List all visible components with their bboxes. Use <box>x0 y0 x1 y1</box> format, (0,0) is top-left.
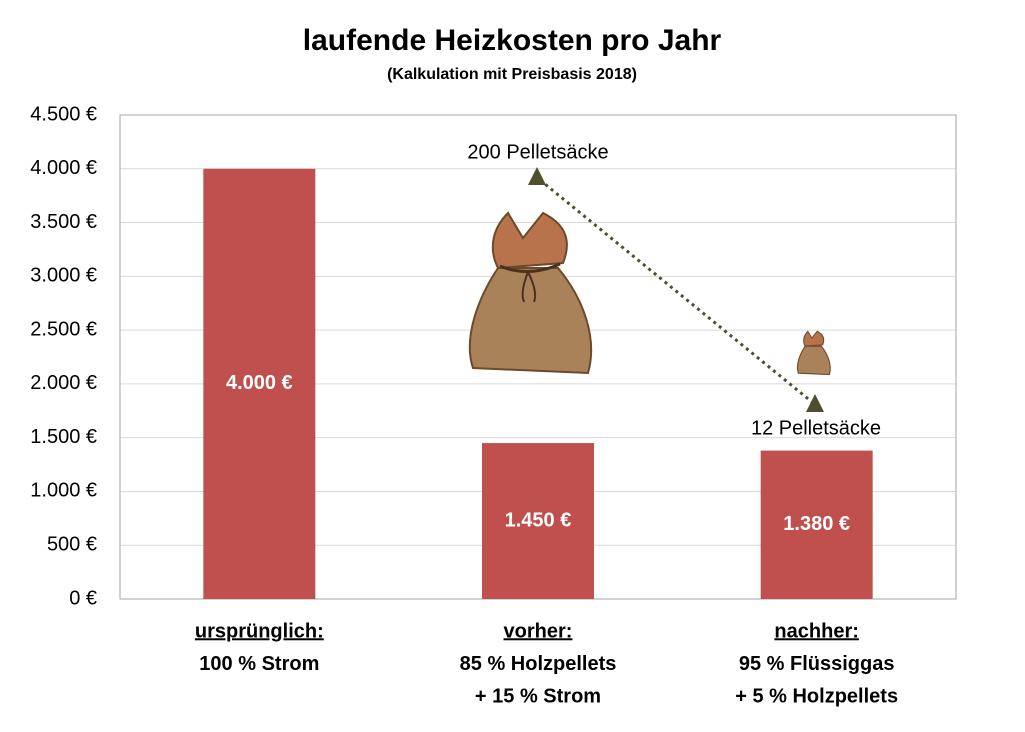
y-tick-label: 1.500 € <box>30 426 97 448</box>
x-tick-label: 100 % Strom <box>199 653 319 675</box>
pellet-sack-large <box>468 211 593 375</box>
y-tick-label: 2.000 € <box>30 372 97 394</box>
trend-arrow <box>539 178 813 404</box>
x-tick-label: 95 % Flüssiggas <box>739 653 895 675</box>
y-tick-label: 2.500 € <box>30 318 97 340</box>
pellet-sack-small <box>796 330 831 376</box>
x-tick-label: 85 % Holzpellets <box>460 653 617 675</box>
arrow-head <box>806 394 824 412</box>
arrow-head <box>528 167 546 185</box>
annotation: 200 Pelletsäcke <box>467 141 608 163</box>
x-tick-label: ursprünglich: <box>195 620 324 642</box>
y-tick-label: 1.000 € <box>30 480 97 502</box>
x-tick-label: nachher: <box>774 620 858 642</box>
y-tick-label: 4.500 € <box>30 103 97 125</box>
value-label: 1.380 € <box>783 513 850 535</box>
chart-title: laufende Heizkosten pro Jahr <box>303 24 722 57</box>
y-tick-label: 500 € <box>47 534 97 556</box>
value-label: 4.000 € <box>226 372 293 394</box>
x-tick-label: + 15 % Strom <box>475 685 601 707</box>
annotation: 12 Pelletsäcke <box>751 417 881 439</box>
y-tick-label: 3.500 € <box>30 211 97 233</box>
bar <box>760 450 873 599</box>
value-label: 1.450 € <box>505 509 572 531</box>
y-tick-label: 3.000 € <box>30 265 97 287</box>
y-tick-label: 0 € <box>69 587 97 609</box>
chart-subtitle: (Kalkulation mit Preisbasis 2018) <box>387 66 637 83</box>
bar <box>203 168 316 599</box>
x-tick-label: vorher: <box>504 620 573 642</box>
bars <box>203 168 873 599</box>
x-tick-label: + 5 % Holzpellets <box>735 685 898 707</box>
y-tick-label: 4.000 € <box>30 157 97 179</box>
bar <box>482 443 594 599</box>
